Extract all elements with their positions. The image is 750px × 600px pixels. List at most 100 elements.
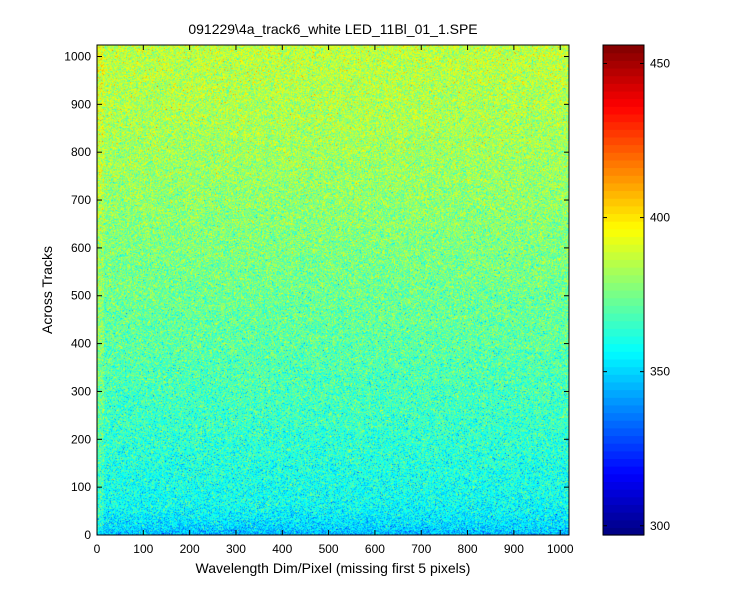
plot-frame — [96, 44, 570, 536]
colorbar-band — [603, 290, 644, 299]
y-tick-label: 100 — [71, 480, 91, 494]
colorbar-band — [603, 305, 644, 314]
colorbar-band — [603, 152, 644, 161]
colorbar-band — [603, 113, 644, 123]
heatmap-image — [97, 45, 569, 535]
x-tick-label: 700 — [411, 542, 431, 556]
x-axis-label: Wavelength Dim/Pixel (missing first 5 pi… — [196, 560, 471, 576]
colorbar-band — [603, 397, 644, 406]
x-axis: 0 100 200 300 400 500 600 700 800 900 1000 — [94, 45, 574, 556]
colorbar-tick-label: 300 — [650, 519, 670, 533]
colorbar-band — [603, 251, 644, 260]
x-tick-label: 500 — [319, 542, 339, 556]
x-tick-label: 200 — [180, 542, 200, 556]
colorbar-band — [603, 182, 644, 192]
colorbar-band — [603, 159, 644, 169]
x-tick-label: 900 — [504, 542, 524, 556]
colorbar-tick-label: 400 — [650, 211, 670, 225]
colorbar-band — [603, 136, 644, 146]
colorbar-band — [603, 435, 644, 444]
colorbar-band — [603, 221, 644, 230]
colorbar-band — [603, 512, 644, 521]
colorbar-band — [603, 83, 644, 92]
colorbar-band — [603, 351, 644, 360]
colorbar-band — [603, 389, 644, 398]
x-tick-label: 1000 — [547, 542, 574, 556]
colorbar-band — [603, 90, 644, 100]
colorbar-band — [603, 443, 644, 452]
y-tick-label: 500 — [71, 289, 91, 303]
heatmap-layer — [97, 45, 569, 535]
colorbar-band — [603, 335, 644, 345]
y-tick-label: 200 — [71, 432, 91, 446]
x-tick-label: 100 — [133, 542, 153, 556]
colorbar-band — [603, 236, 644, 245]
y-tick-label: 600 — [71, 241, 91, 255]
colorbar-band — [603, 75, 644, 84]
colorbar-band — [603, 129, 644, 138]
colorbar-band — [603, 244, 644, 253]
colorbar-band — [603, 473, 644, 483]
y-tick-label: 400 — [71, 337, 91, 351]
colorbar-band — [603, 420, 644, 429]
colorbar-band — [603, 312, 644, 322]
colorbar-band — [603, 67, 644, 77]
x-tick-label: 300 — [226, 542, 246, 556]
y-tick-label: 0 — [84, 528, 91, 542]
colorbar-band — [603, 282, 644, 291]
colorbar-band — [603, 144, 644, 153]
colorbar-band — [603, 45, 644, 54]
colorbar-band — [603, 121, 644, 130]
colorbar-band — [603, 404, 644, 414]
colorbar-band — [603, 458, 644, 467]
colorbar-band — [603, 412, 644, 421]
colorbar-band — [603, 98, 644, 107]
colorbar-tick-label: 450 — [650, 56, 670, 70]
colorbar-band — [603, 481, 644, 490]
colorbar-band — [603, 489, 644, 498]
colorbar-band — [603, 519, 644, 528]
colorbar-band — [603, 60, 644, 69]
y-axis: 0 100 200 300 400 500 600 700 800 900 1000 — [64, 49, 569, 542]
colorbar-band — [603, 213, 644, 222]
colorbar-frame — [602, 44, 645, 536]
x-tick-label: 400 — [272, 542, 292, 556]
colorbar-band — [603, 374, 644, 383]
y-tick-label: 700 — [71, 193, 91, 207]
colorbar-tick-label: 350 — [650, 365, 670, 379]
chart-title: 091229\4a_track6_white LED_11Bl_01_1.SPE — [188, 21, 477, 37]
colorbar-band — [603, 190, 644, 199]
x-tick-label: 0 — [94, 542, 101, 556]
colorbar-band — [603, 167, 644, 176]
colorbar-band — [603, 343, 644, 352]
y-tick-label: 900 — [71, 97, 91, 111]
colorbar-band — [603, 366, 644, 375]
colorbar-band — [603, 504, 644, 513]
y-tick-label: 1000 — [64, 49, 91, 63]
colorbar-band — [603, 527, 644, 536]
colorbar-band — [603, 274, 644, 283]
colorbar-band — [603, 106, 644, 115]
colorbar-band — [603, 496, 644, 505]
x-tick-label: 600 — [365, 542, 385, 556]
colorbar-band — [603, 466, 644, 475]
y-tick-label: 300 — [71, 384, 91, 398]
colorbar-band — [603, 297, 644, 306]
colorbar-band — [603, 175, 644, 184]
colorbar-band — [603, 450, 644, 460]
colorbar-band — [603, 205, 644, 215]
colorbar-band — [603, 52, 644, 61]
y-axis-label: Across Tracks — [39, 246, 55, 334]
colorbar-band — [603, 358, 644, 368]
colorbar-band — [603, 267, 644, 276]
colorbar-band — [603, 381, 644, 391]
colorbar-band — [603, 427, 644, 437]
colorbar-band — [603, 259, 644, 268]
colorbar-band — [603, 198, 644, 207]
colorbar-band — [603, 320, 644, 329]
colorbar: 300 350 400 450 — [602, 44, 670, 536]
colorbar-band — [603, 328, 644, 337]
colorbar-band — [603, 228, 644, 238]
